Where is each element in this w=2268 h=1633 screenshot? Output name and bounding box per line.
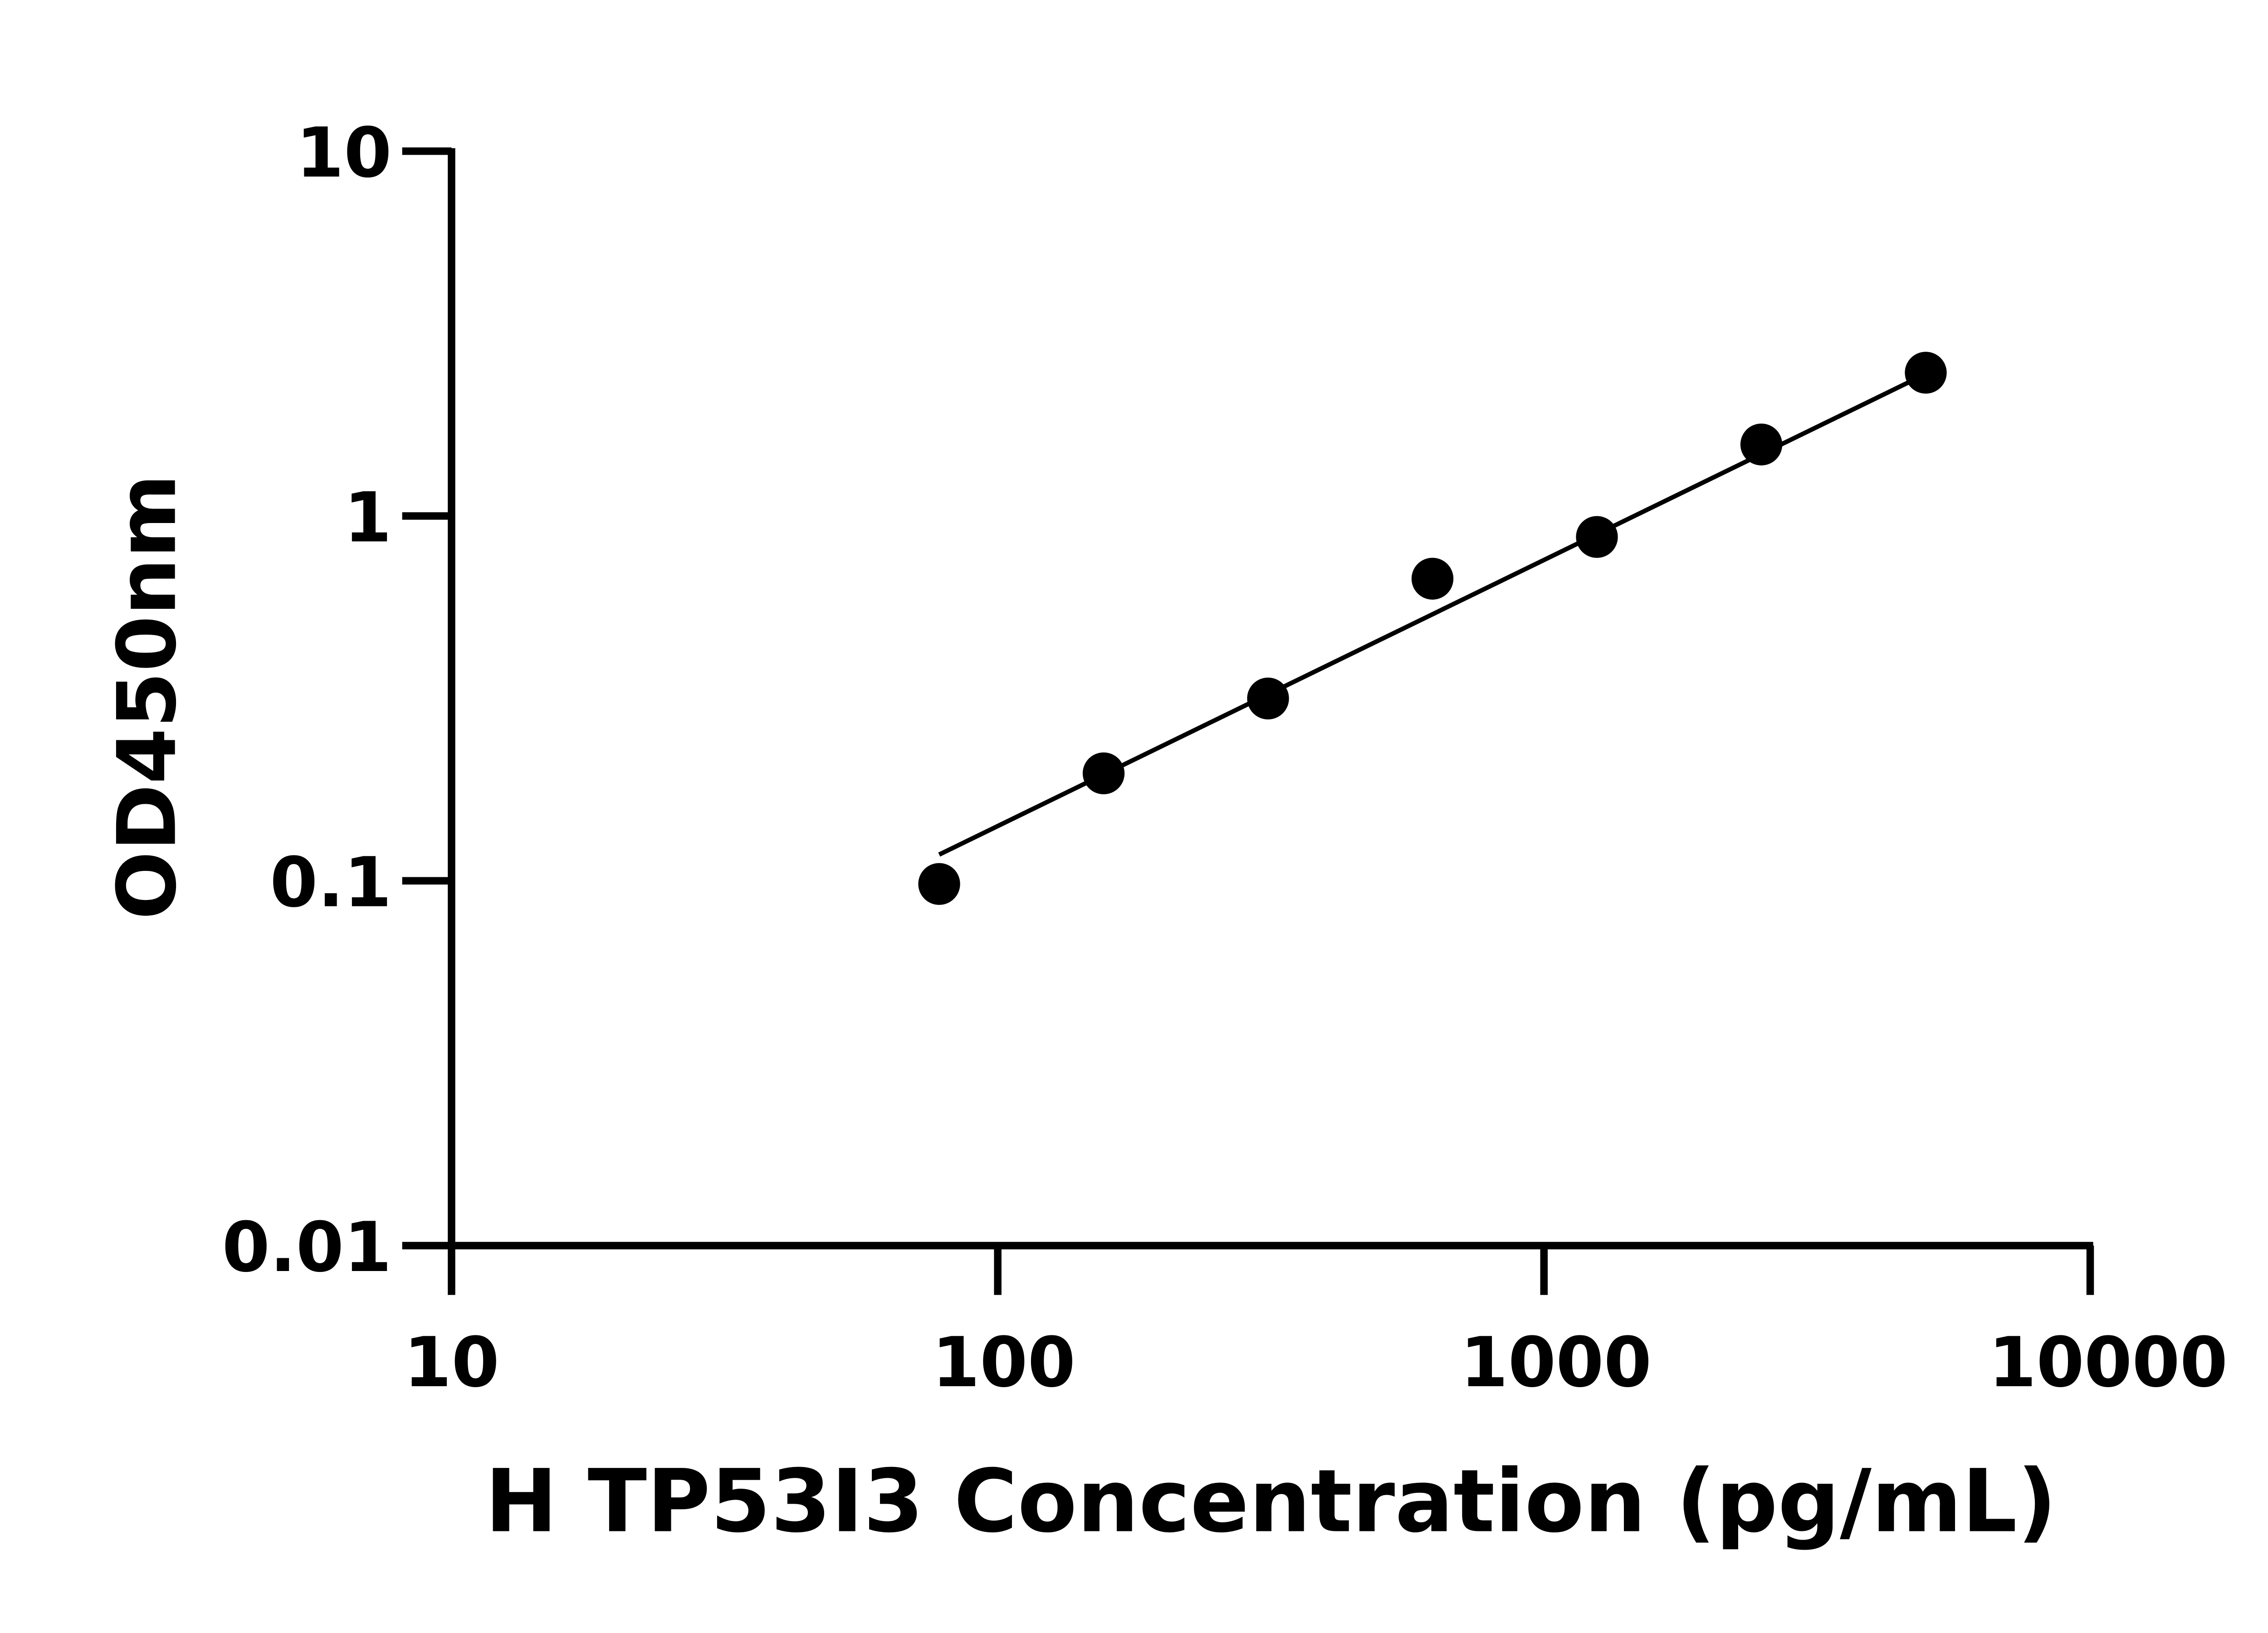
x-tick-label: 10	[404, 1322, 499, 1403]
data-point	[1247, 677, 1289, 720]
x-tick-label: 1000	[1460, 1322, 1652, 1403]
y-tick-label: 10	[296, 112, 392, 193]
y-tick-label: 0.1	[270, 842, 392, 923]
y-tick-label: 1	[344, 478, 391, 558]
data-point	[1082, 752, 1125, 795]
x-tick-label: 10000	[1989, 1322, 2228, 1403]
data-point	[1740, 423, 1783, 466]
x-tick-label: 100	[932, 1322, 1075, 1403]
axes: 10 100 1000 10000 0.01 0.1 1 10	[222, 112, 2228, 1403]
y-tick-label: 0.01	[222, 1207, 392, 1287]
data-point	[918, 863, 960, 905]
data-marks	[918, 352, 1947, 905]
data-point	[1411, 557, 1454, 600]
data-point	[1905, 352, 1947, 394]
y-axis-label: OD450nm	[100, 474, 194, 920]
x-axis-label: H TP53I3 Concentration (pg/mL)	[485, 1452, 2057, 1552]
data-point	[1576, 516, 1618, 558]
